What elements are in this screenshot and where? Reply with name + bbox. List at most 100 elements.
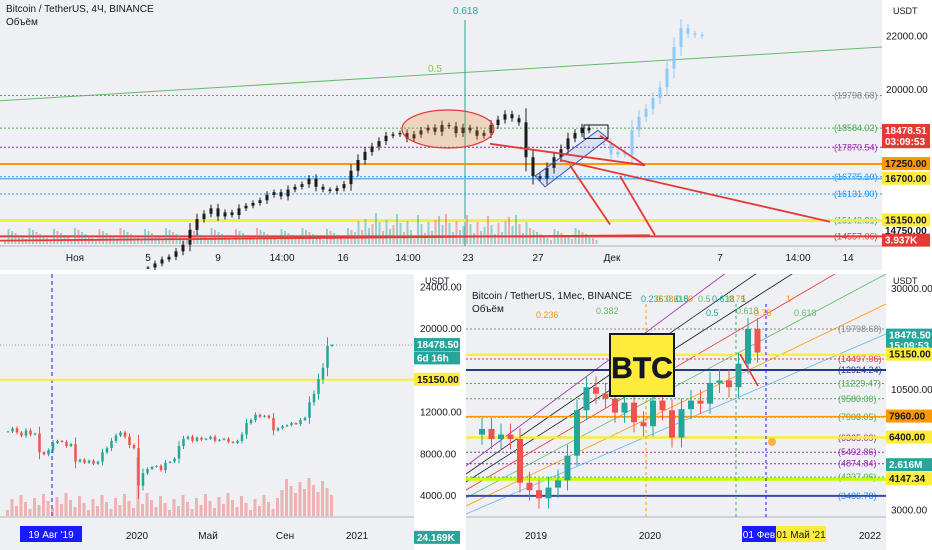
price-candle-body [222,438,226,440]
price-candle [6,431,10,433]
price-candle [412,131,416,142]
price-candle [510,110,514,122]
price-candle [83,458,86,465]
volume-bar [210,228,213,244]
price-candle-body [236,440,239,443]
price-candle [564,444,571,491]
bottom-left-chart-pane[interactable]: 24000.00 20000.00 12000.00 8000.00 4000.00 18… [0,274,462,550]
volume-bar [525,222,528,244]
price-candle [517,114,521,126]
price-candle [526,471,533,501]
date-badge-text: 01 Май '21 [776,530,826,541]
price-candle-body [213,436,217,441]
price-candle-body [342,184,346,189]
bottom-right-chart-pane[interactable]: (19798.68) (14497.06) (12924.24) (11229.47)… [466,274,932,550]
price-candle-body [249,419,253,424]
price-tick: 3000.00 [891,505,928,516]
level-label: (5492.86) [838,447,877,457]
volume-bar [116,239,118,244]
price-candle-body [20,432,23,436]
price-candle-body [128,436,131,445]
price-badge: 18478.50 [886,328,932,342]
volume-bar [267,502,270,516]
time-tick: 14:00 [269,253,294,264]
price-candle [231,441,235,444]
price-candle [200,436,203,441]
volume-bar [228,238,230,244]
level-label: (16131.90) [834,189,878,199]
price-candle-body [745,328,751,364]
price-candle-body [510,114,514,119]
volume-bar [235,229,237,244]
price-candle-body [60,440,64,442]
volume-bar [396,214,398,244]
level-label: (18584.02) [834,123,878,133]
projection-candle [700,32,704,40]
price-candle-body [254,414,257,420]
volume-bar [165,228,167,244]
price-candle-body [290,423,293,426]
price-candle [538,173,542,182]
volume-bar [424,233,426,244]
date-badge-text: 01 Фев [743,530,775,541]
volume-bar [249,237,251,244]
price-tick: 10500.00 [891,385,932,396]
bottom-right-chart-svg[interactable]: (19798.68)(14497.06)(12924.24)(11229.47)… [466,274,932,550]
price-candle [174,247,178,261]
price-candle [195,213,199,236]
price-candle [489,120,493,138]
fib-label: 0.618 [453,6,478,17]
price-candle-body [317,379,320,394]
volume-bar [434,220,437,244]
price-tick: 8000.00 [420,449,457,460]
price-candle [573,129,577,143]
box-outline [583,124,609,139]
price-candle-body [349,170,353,185]
price-candle-body [308,402,311,418]
price-candle-body [38,433,41,453]
top-chart-currency: USDT [893,6,918,16]
volume-bar [497,223,500,244]
projection-candle [609,138,613,161]
volume-bar [564,235,566,244]
top-chart-title[interactable]: Bitcoin / TetherUS, 4Ч, BINANCE [6,4,154,15]
price-candle-body [475,130,479,136]
price-candle-body [498,434,504,440]
bottom-left-chart-svg[interactable]: 24000.00 20000.00 12000.00 8000.00 4000.00 18… [0,274,462,550]
volume-bar [11,231,13,244]
price-candle [328,187,332,194]
price-candle-body [276,428,280,431]
fib-label: 0.618 [666,294,689,304]
bottom-right-chart-title[interactable]: Bitcoin / TetherUS, 1Мес, BINANCE [472,291,632,302]
price-badge-text: 18478.51 [885,126,927,137]
top-chart-pane[interactable]: 0.618 0.5 (19798.68) (18584.02) (17870.54) (1… [0,0,932,270]
volume-bar [238,231,241,244]
time-tick: 27 [532,253,544,264]
volume-bar [330,495,333,516]
price-tick: 20000.00 [886,85,928,96]
price-tick: 20000.00 [420,324,462,335]
time-tick: 5 [145,253,151,264]
volume-bar [305,230,307,244]
price-candle-body [105,448,109,453]
price-badge-text: 15150.00 [417,375,459,386]
level-label: (19798.68) [838,324,882,334]
price-candle-body [202,213,206,220]
price-candle [398,130,402,137]
price-candle [182,435,185,449]
time-tick: 14 [842,253,854,264]
price-candle [245,418,248,440]
price-candle-body [279,192,283,197]
price-badge-text: 18478.50 [417,340,459,351]
price-candle [114,433,118,444]
volume-bar [438,216,440,244]
top-chart-svg[interactable]: 0.618 0.5 (19798.68) (18584.02) (17870.54) (1… [0,0,932,270]
price-candle-body [468,127,472,131]
volume-bar [98,229,101,244]
time-tick: 2022 [859,531,882,542]
volume-bar [28,228,31,244]
price-candle-body [188,229,192,245]
volume-bar [33,498,36,516]
time-tick: 2021 [346,531,369,542]
price-candle [583,376,590,421]
